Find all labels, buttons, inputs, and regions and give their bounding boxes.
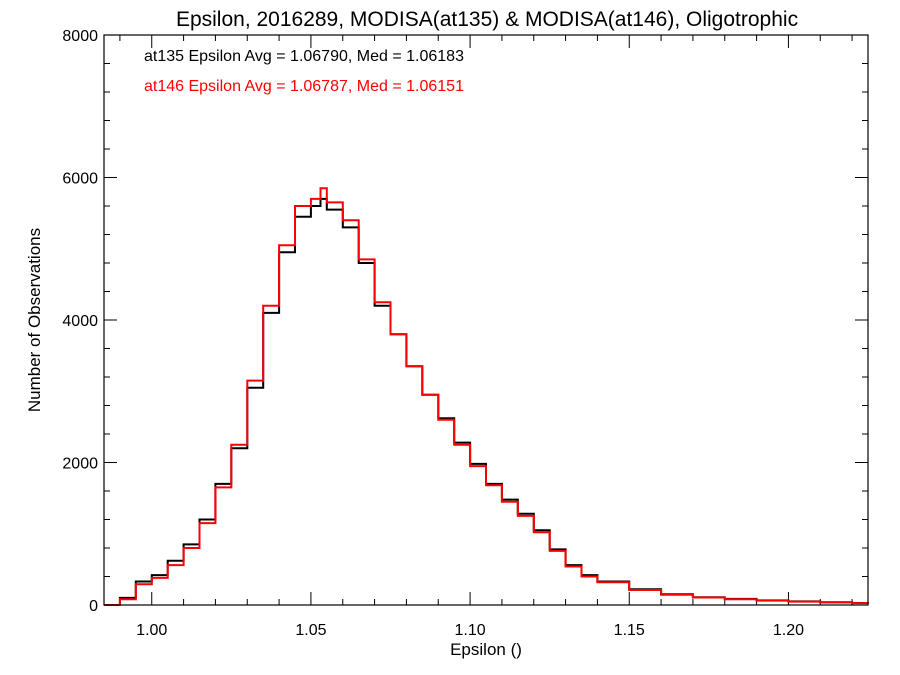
x-tick-label: 1.00 [136, 622, 167, 639]
plot-frame [103, 34, 869, 606]
y-tick-label: 8000 [62, 28, 98, 45]
legend-entry-at146: at146 Epsilon Avg = 1.06787, Med = 1.061… [144, 78, 464, 95]
series-at135-line [104, 197, 869, 606]
chart-title: Epsilon, 2016289, MODISA(at135) & MODISA… [176, 8, 798, 31]
y-tick-label: 6000 [62, 171, 98, 188]
x-tick-label: 1.20 [773, 622, 804, 639]
y-tick-label: 2000 [62, 456, 98, 473]
axis-ticks: 1.00 1.05 1.10 1.15 1.20 0 2000 4000 6000 8000 [62, 28, 868, 639]
legend-entry-at135: at135 Epsilon Avg = 1.06790, Med = 1.061… [144, 48, 464, 65]
y-tick-label: 4000 [62, 313, 98, 330]
x-axis-label: Epsilon () [450, 640, 522, 659]
x-tick-label: 1.05 [295, 622, 326, 639]
y-axis-label: Number of Observations [25, 228, 44, 412]
series-at146-line [104, 187, 869, 606]
x-tick-label: 1.15 [614, 622, 645, 639]
y-tick-label: 0 [89, 598, 98, 615]
x-tick-label: 1.10 [455, 622, 486, 639]
series-group [104, 187, 869, 606]
